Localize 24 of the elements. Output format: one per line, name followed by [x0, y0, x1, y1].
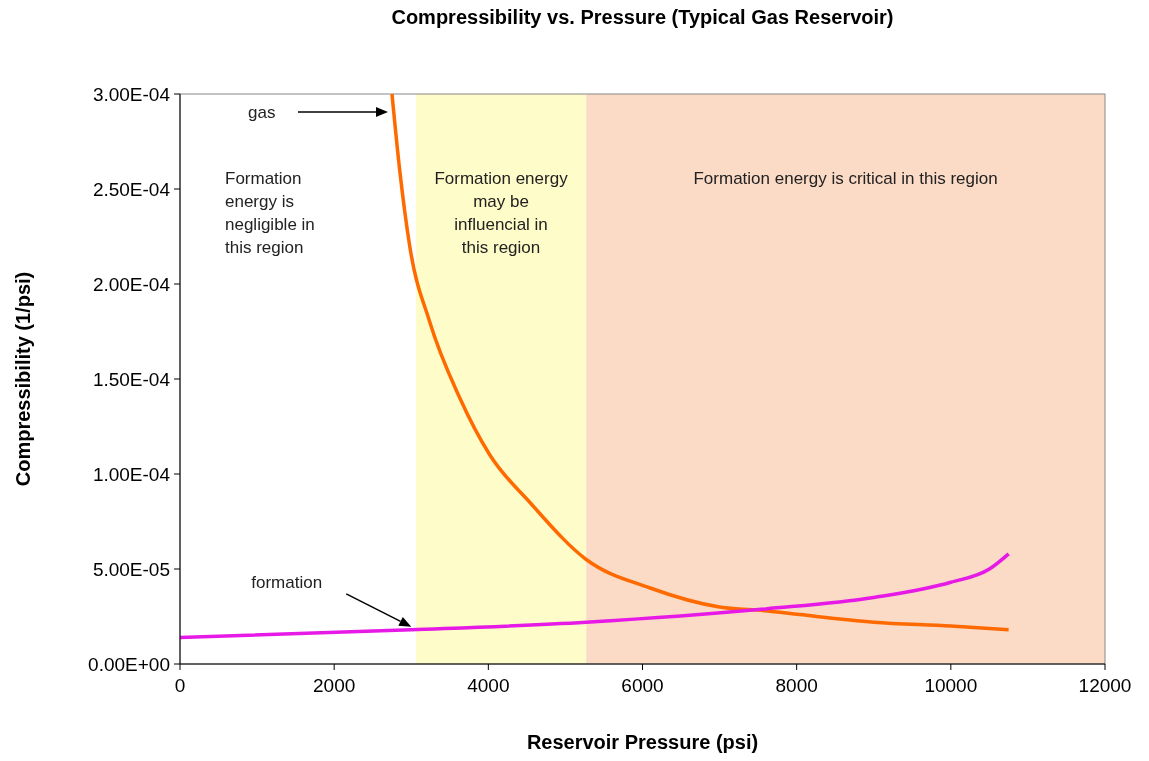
x-tick-label: 8000	[775, 675, 818, 696]
x-tick-label: 10000	[924, 675, 978, 696]
y-tick-label: 2.50E-04	[92, 178, 171, 200]
x-axis-title: Reservoir Pressure (psi)	[526, 731, 759, 753]
annotation: formation	[251, 572, 323, 592]
annotation: gas	[247, 102, 276, 122]
x-tick-label: 4000	[467, 675, 510, 696]
x-tick-label: 12000	[1078, 675, 1132, 696]
y-tick-label: 3.00E-04	[92, 83, 171, 105]
y-tick-label: 0.00E+00	[88, 653, 170, 675]
y-tick-label: 2.00E-04	[92, 273, 171, 295]
band-label: Formation energy may be influencial in this region	[434, 169, 569, 257]
y-tick-label: 1.00E-04	[92, 463, 171, 485]
annotation: Formation energy is negligible in this region	[225, 169, 315, 257]
line-series	[390, 92, 1011, 632]
x-tick-label: 6000	[621, 675, 664, 696]
chart-title: Compressibility vs. Pressure (Typical Gas Reservoir)	[391, 6, 894, 28]
y-axis-title: Compressibility (1/psi)	[12, 271, 34, 487]
y-tick-label: 5.00E-05	[92, 558, 170, 580]
band-label: Formation energy is critical in this region	[693, 169, 998, 188]
x-tick-label: 2000	[313, 675, 356, 696]
line-series	[178, 552, 1011, 640]
y-tick-label: 1.50E-04	[92, 368, 171, 390]
x-tick-label: 0	[174, 675, 186, 696]
